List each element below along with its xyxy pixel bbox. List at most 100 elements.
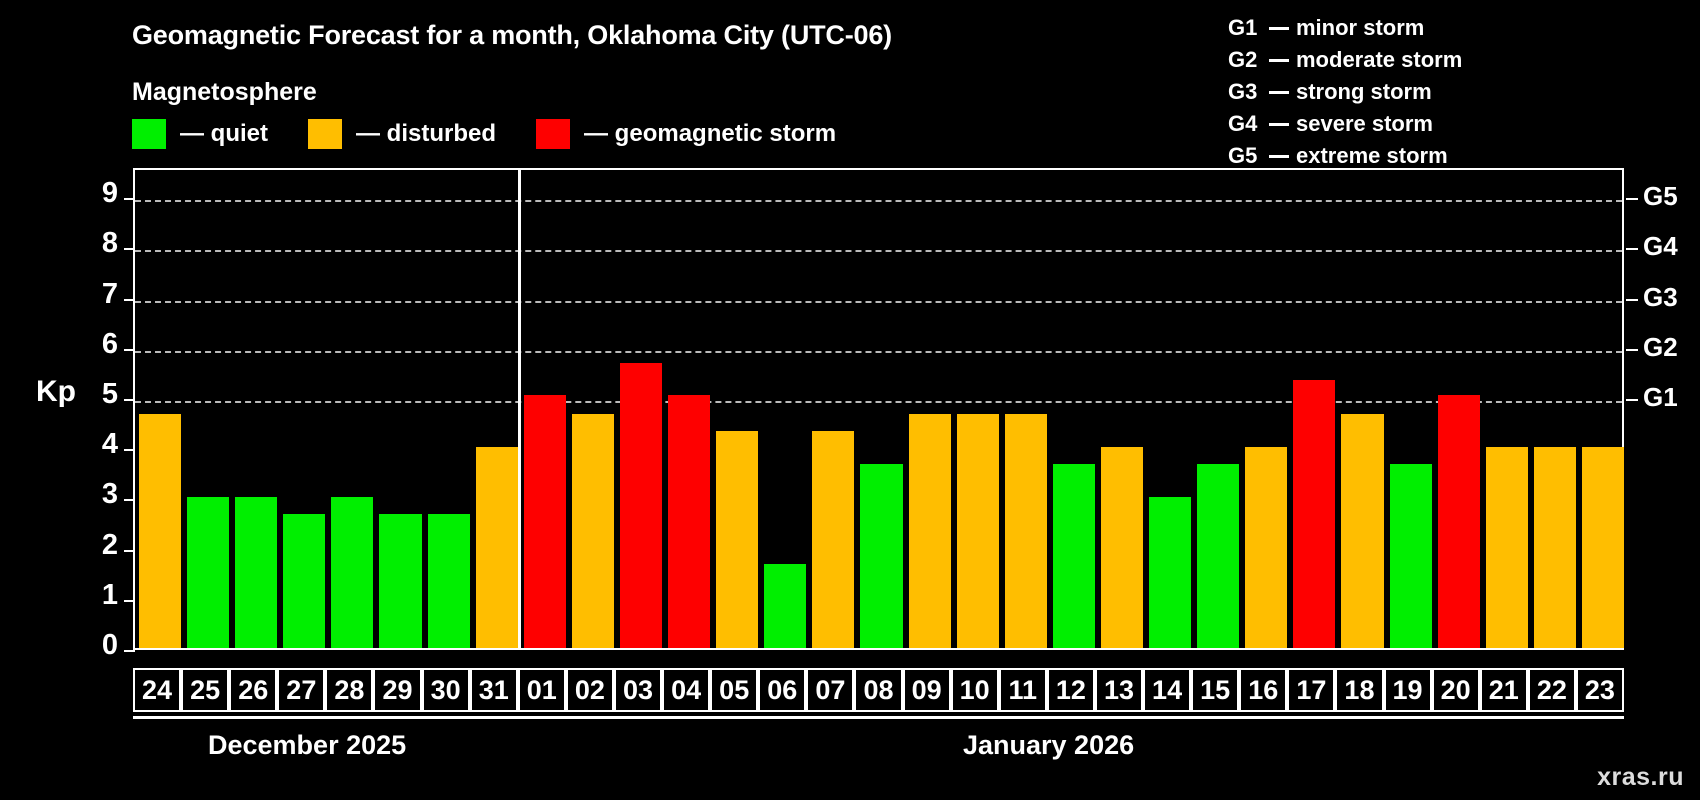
plot-area bbox=[133, 168, 1624, 650]
bar-04 bbox=[668, 395, 711, 648]
legend-heading: Magnetosphere bbox=[132, 78, 317, 106]
plot-grid bbox=[135, 170, 1622, 648]
y-tick-mark bbox=[124, 650, 135, 652]
date-label-box: 20 bbox=[1431, 668, 1480, 712]
date-label-box: 04 bbox=[662, 668, 711, 712]
legend-item: — disturbed bbox=[308, 119, 496, 149]
legend-items: — quiet — disturbed — geomagnetic storm bbox=[132, 119, 876, 149]
gridline bbox=[135, 400, 1622, 403]
bar-02 bbox=[571, 413, 614, 648]
bar-21 bbox=[1485, 447, 1528, 648]
em-dash-icon bbox=[1269, 58, 1289, 62]
magnetosphere-legend: Magnetosphere — quiet — disturbed — geomag… bbox=[132, 78, 876, 149]
date-label-box: 16 bbox=[1239, 668, 1288, 712]
y-tick-mark bbox=[124, 398, 135, 401]
gridline bbox=[135, 300, 1622, 303]
y-tick-mark bbox=[124, 248, 135, 251]
g-scale-description: strong storm bbox=[1296, 79, 1432, 104]
bar-15 bbox=[1197, 463, 1240, 648]
g-scale-key-row: G5 extreme storm bbox=[1228, 140, 1462, 172]
bar-03 bbox=[619, 363, 663, 648]
bar-22 bbox=[1533, 447, 1576, 648]
g-tick-mark bbox=[1626, 298, 1638, 301]
y-tick-mark bbox=[124, 348, 135, 351]
g-scale-description: minor storm bbox=[1296, 15, 1425, 40]
em-dash-icon bbox=[1269, 26, 1289, 30]
y-tick-label: 4 bbox=[101, 428, 118, 461]
g-tick-label: G5 bbox=[1643, 181, 1678, 212]
bar-14 bbox=[1149, 497, 1192, 648]
date-label-box: 11 bbox=[998, 668, 1047, 712]
date-label-box: 05 bbox=[710, 668, 759, 712]
g-tick-mark bbox=[1626, 348, 1638, 351]
bar-31 bbox=[475, 447, 518, 648]
g-scale-key-row: G3 strong storm bbox=[1228, 76, 1462, 108]
date-label-box: 17 bbox=[1287, 668, 1336, 712]
date-axis: 24 25 26 27 28 29 30 31 01 02 03 04 05 06 07 08 09 10 11 12… bbox=[133, 668, 1624, 712]
y-tick-label: 9 bbox=[101, 177, 118, 210]
date-label-box: 30 bbox=[421, 668, 470, 712]
bar-08 bbox=[860, 463, 903, 648]
y-tick-label: 2 bbox=[101, 528, 118, 561]
date-label-box: 23 bbox=[1575, 668, 1624, 712]
g-tick-mark bbox=[1626, 248, 1638, 251]
bar-16 bbox=[1245, 447, 1288, 648]
gridline bbox=[135, 250, 1622, 253]
legend-item-label: — disturbed bbox=[356, 120, 497, 147]
bar-30 bbox=[427, 513, 470, 648]
em-dash-icon bbox=[1269, 154, 1289, 158]
legend-color-swatch bbox=[536, 119, 571, 149]
bar-05 bbox=[716, 430, 759, 648]
month-caption-january: January 2026 bbox=[963, 730, 1135, 760]
gridline bbox=[135, 200, 1622, 203]
g-scale-description: moderate storm bbox=[1296, 47, 1463, 72]
bar-25 bbox=[187, 497, 230, 648]
date-label-box: 08 bbox=[854, 668, 903, 712]
bar-26 bbox=[235, 497, 278, 648]
date-label-box: 10 bbox=[950, 668, 999, 712]
y-tick-label: 7 bbox=[101, 277, 118, 310]
g-tick-mark bbox=[1626, 198, 1638, 201]
bar-17 bbox=[1293, 380, 1336, 648]
date-label-box: 27 bbox=[277, 668, 326, 712]
bar-10 bbox=[956, 413, 999, 648]
page-title: Geomagnetic Forecast for a month, Oklaho… bbox=[132, 20, 892, 50]
gridline bbox=[135, 350, 1622, 353]
bar-01 bbox=[523, 395, 566, 648]
y-tick-mark bbox=[124, 549, 135, 552]
axis-baseline bbox=[133, 716, 1624, 719]
y-tick-mark bbox=[124, 449, 135, 452]
date-label-box: 24 bbox=[133, 668, 182, 712]
legend-color-swatch bbox=[132, 119, 166, 149]
date-label-box: 12 bbox=[1046, 668, 1095, 712]
g-tick-label: G3 bbox=[1643, 281, 1678, 312]
legend-item-label: — geomagnetic storm bbox=[584, 120, 837, 147]
month-caption-december: December 2025 bbox=[208, 730, 407, 760]
g-scale-description: extreme storm bbox=[1296, 143, 1448, 168]
bar-23 bbox=[1581, 447, 1624, 648]
date-label-box: 21 bbox=[1479, 668, 1528, 712]
y-tick-label: 0 bbox=[101, 629, 118, 661]
date-label-box: 25 bbox=[181, 668, 230, 712]
bar-20 bbox=[1437, 395, 1480, 648]
g-tick-label: G2 bbox=[1643, 331, 1678, 362]
bar-19 bbox=[1389, 463, 1432, 648]
y-tick-label: 3 bbox=[101, 478, 118, 511]
date-label-box: 02 bbox=[565, 668, 614, 712]
date-label-box: 29 bbox=[373, 668, 422, 712]
bar-13 bbox=[1100, 447, 1144, 648]
g-scale-key-row: G1 minor storm bbox=[1228, 12, 1462, 44]
bar-11 bbox=[1004, 413, 1047, 648]
date-label-box: 19 bbox=[1383, 668, 1432, 712]
y-tick-label: 6 bbox=[101, 327, 118, 360]
y-tick-mark bbox=[124, 499, 135, 502]
g-scale-code: G1 bbox=[1228, 15, 1258, 40]
legend-item: — geomagnetic storm bbox=[536, 119, 836, 149]
bar-29 bbox=[379, 513, 422, 648]
bar-24 bbox=[139, 413, 182, 648]
y-tick-mark bbox=[124, 298, 135, 301]
date-label-box: 14 bbox=[1143, 668, 1192, 712]
legend-color-swatch bbox=[308, 119, 342, 149]
legend-item: — quiet bbox=[132, 119, 268, 149]
bar-27 bbox=[283, 513, 326, 648]
